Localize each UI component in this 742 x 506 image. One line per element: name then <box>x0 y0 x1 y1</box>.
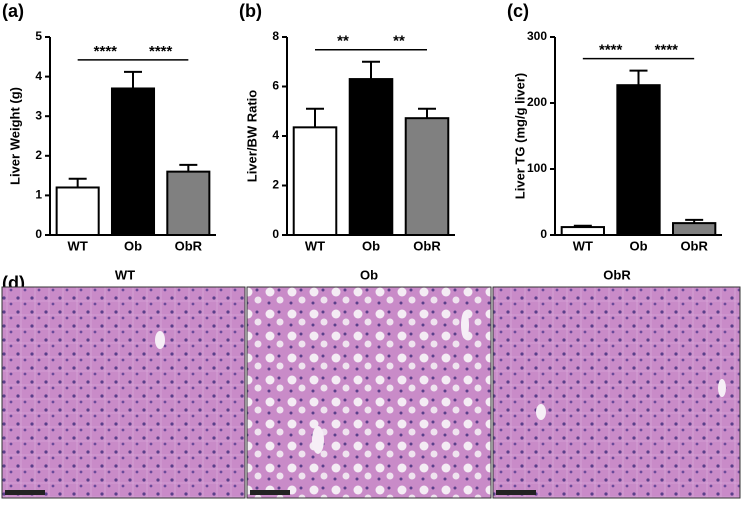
bar <box>55 186 100 236</box>
y-tick-label: 200 <box>527 95 547 109</box>
significance-label: **** <box>599 42 623 59</box>
y-tick-label: 4 <box>272 128 279 142</box>
bar <box>292 126 338 236</box>
x-tick-label: ObR <box>413 238 441 253</box>
y-tick-label: 0 <box>272 227 279 241</box>
histology-image <box>1 286 246 499</box>
bar <box>672 222 717 236</box>
y-tick-label: 300 <box>527 29 547 43</box>
panel-label: (b) <box>239 1 262 21</box>
x-tick-label: WT <box>573 238 593 253</box>
bar <box>110 87 156 237</box>
x-tick-label: WT <box>305 238 325 253</box>
scale-bar <box>250 490 290 495</box>
x-tick-label: WT <box>68 238 88 253</box>
panel-label: (c) <box>507 1 529 21</box>
vessel <box>461 311 469 339</box>
bar <box>560 226 605 237</box>
y-axis-label: Liver TG (mg/g liver) <box>512 73 527 199</box>
x-tick-label: Ob <box>629 238 647 253</box>
significance-label: ** <box>337 33 349 50</box>
y-tick-label: 3 <box>35 108 42 122</box>
bar <box>616 84 661 237</box>
x-tick-label: ObR <box>680 238 708 253</box>
bar <box>166 170 211 236</box>
scale-bar <box>496 490 536 495</box>
image-title: WT <box>115 267 135 282</box>
vessel <box>718 379 726 397</box>
histology-image <box>492 286 741 499</box>
image-row <box>1 286 741 499</box>
significance-label: **** <box>149 43 173 60</box>
bar <box>404 117 450 236</box>
vessel <box>155 331 165 349</box>
panel-label: (a) <box>2 1 24 21</box>
x-tick-label: ObR <box>175 238 203 253</box>
y-tick-label: 6 <box>272 79 279 93</box>
vessel <box>536 404 546 420</box>
y-tick-label: 1 <box>35 188 42 202</box>
scale-bar <box>5 490 45 495</box>
y-tick-label: 2 <box>272 178 279 192</box>
histology-image <box>246 286 492 499</box>
y-tick-label: 8 <box>272 29 279 43</box>
y-tick-label: 0 <box>35 227 42 241</box>
significance-label: ** <box>393 33 405 50</box>
y-tick-label: 100 <box>527 161 547 175</box>
x-tick-label: Ob <box>124 238 142 253</box>
y-axis-label: Liver Weight (g) <box>7 87 22 185</box>
significance-label: **** <box>94 43 118 60</box>
y-tick-label: 2 <box>35 148 42 162</box>
significance-label: **** <box>655 42 679 59</box>
y-tick-label: 4 <box>35 69 42 83</box>
bar <box>348 78 394 236</box>
image-title: ObR <box>603 267 631 282</box>
y-tick-label: 5 <box>35 29 42 43</box>
y-axis-label: Liver/BW Ratio <box>244 90 259 183</box>
image-title: Ob <box>360 267 378 282</box>
y-tick-label: 0 <box>540 227 547 241</box>
x-tick-label: Ob <box>362 238 380 253</box>
vessel <box>312 426 324 454</box>
